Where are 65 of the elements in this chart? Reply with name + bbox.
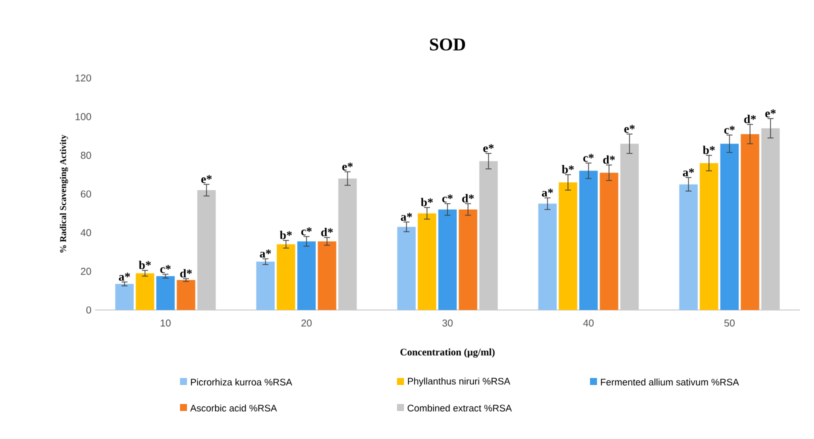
data-label: c* [442,194,453,202]
bar [418,213,436,310]
x-tick-label: 10 [160,320,171,327]
y-tick-label: 60 [80,190,92,198]
y-tick-label: 120 [76,74,92,82]
y-tick-label: 100 [76,113,92,120]
y-tick-label: 0 [86,306,92,314]
bar [700,163,718,310]
y-tick-label: 40 [80,229,92,236]
bar [256,262,275,310]
bar [318,241,336,310]
data-label: d* [462,194,474,202]
data-label: d* [744,114,756,124]
data-label: c* [583,154,594,162]
data-label: e* [483,144,494,152]
legend-label: Combined extract %RSA [408,404,512,412]
legend-label: Phyllanthus niruri %RSA [408,378,510,386]
data-label: d* [180,269,192,278]
data-label: a* [682,168,694,176]
bar [458,209,478,310]
bar [720,144,739,310]
data-label: b* [138,260,151,270]
bar [538,204,557,310]
data-label: a* [542,188,553,197]
data-label: a* [260,250,271,258]
data-label: b* [280,230,292,240]
data-label: c* [301,227,312,236]
data-label: c* [724,126,735,134]
x-tick-label: 20 [301,320,312,327]
bar [397,226,416,310]
data-label: a* [400,212,412,221]
data-label: b* [420,198,433,206]
x-tick-label: 50 [724,320,735,327]
x-tick-label: 30 [442,320,453,327]
bar [600,172,618,310]
data-label: e* [765,109,776,118]
bar [156,276,175,310]
x-tick-label: 40 [583,320,594,327]
bar [438,209,457,310]
bar [297,241,316,310]
legend-label: Picrorhiza kurroa %RSA [190,378,292,386]
data-label: b* [562,165,574,174]
y-axis-title: % Radical Scavenging Activity [60,134,68,252]
bar [176,280,196,310]
data-label: e* [342,162,353,171]
data-label: e* [201,175,212,184]
x-axis-title: Concentration (µg/ml) [400,348,495,358]
y-tick-label: 20 [80,268,92,275]
bar [579,170,598,310]
data-label: b* [702,146,715,154]
y-tick-label: 80 [80,152,92,159]
data-label: c* [160,265,171,274]
data-label: e* [624,124,635,133]
data-label: d* [603,155,615,164]
legend-label: Ascorbic acid %RSA [190,404,277,412]
bar [276,244,296,310]
data-label: a* [118,272,130,281]
bar [679,184,698,310]
bar [115,284,134,310]
legend-label: Fermented allium sativum %RSA [600,378,740,386]
bar [558,182,578,310]
data-label: d* [321,228,333,236]
bar [136,273,154,310]
bar [740,134,760,310]
chart-title: SOD [430,38,466,50]
